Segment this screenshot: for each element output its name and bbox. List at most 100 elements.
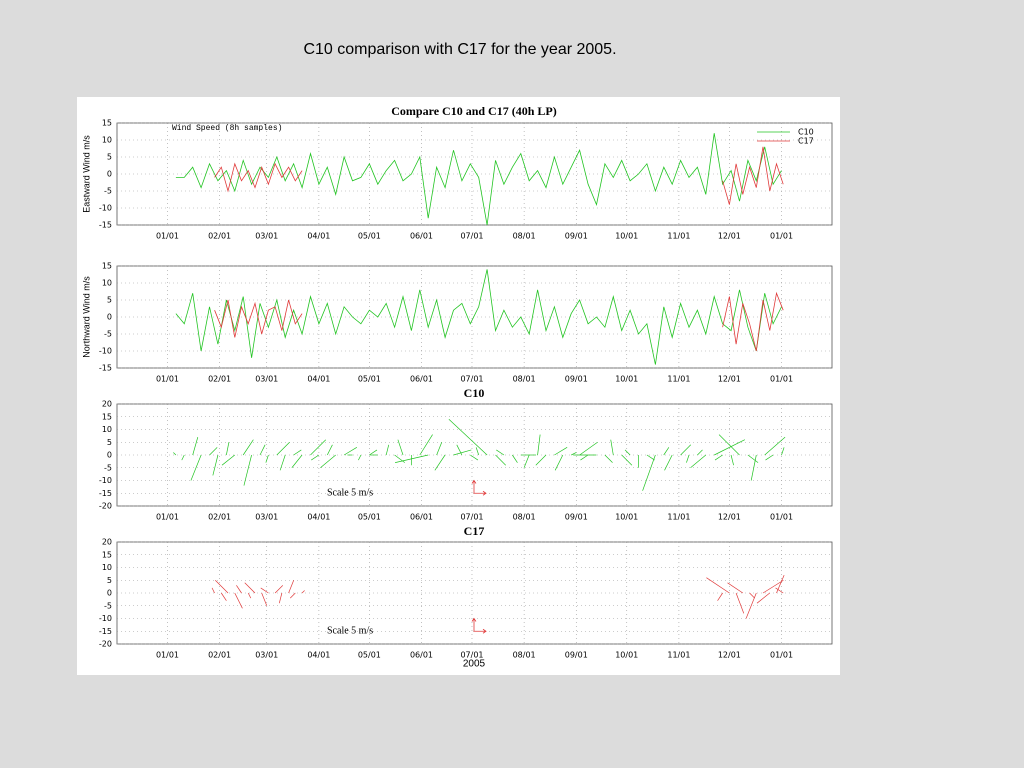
x-tick-label: 05/01 [358, 232, 381, 241]
x-tick-label: 04/01 [307, 651, 330, 660]
wind-stick [717, 592, 723, 601]
wind-stick [714, 454, 723, 461]
x-tick-label: 08/01 [513, 375, 536, 384]
x-tick-label: 07/01 [460, 513, 483, 522]
x-tick-label: 01/01 [770, 651, 793, 660]
x-tick-label: 01/01 [156, 651, 179, 660]
wind-stick [775, 587, 784, 594]
wind-stick [747, 454, 759, 463]
wind-stick [236, 585, 242, 594]
wind-stick [311, 454, 320, 461]
y-tick-label: 10 [102, 425, 112, 434]
y-tick-label: -5 [104, 330, 112, 339]
y-tick-label: 10 [102, 136, 112, 145]
y-tick-label: 0 [107, 451, 112, 460]
wind-stick [288, 580, 295, 594]
x-tick-label: 08/01 [513, 232, 536, 241]
y-tick-label: -15 [99, 627, 112, 636]
x-tick-label: 11/01 [667, 651, 690, 660]
x-tick-label: 03/01 [255, 513, 278, 522]
x-tick-label: 07/01 [460, 375, 483, 384]
x-tick-label: 11/01 [667, 232, 690, 241]
wind-stick [781, 447, 785, 456]
y-tick-label: -15 [99, 489, 112, 498]
wind-stick [554, 454, 564, 471]
x-tick-label: 12/01 [718, 651, 741, 660]
wind-stick [448, 419, 488, 456]
x-tick-label: 06/01 [410, 375, 433, 384]
wind-stick [512, 454, 518, 463]
wind-stick [495, 454, 506, 466]
wind-stick [279, 454, 286, 471]
wind-stick [244, 582, 256, 594]
x-tick-label: 05/01 [358, 513, 381, 522]
wind-stick [621, 454, 633, 466]
wind-stick [310, 439, 327, 456]
wind-stick [475, 447, 480, 456]
data-line [214, 291, 784, 352]
x-tick-label: 10/01 [615, 513, 638, 522]
wind-stick [221, 592, 227, 601]
wind-stick [554, 447, 568, 456]
y-tick-label: -5 [104, 187, 112, 196]
x-tick-label: 01/01 [770, 513, 793, 522]
wind-stick [686, 454, 690, 463]
x-tick-label: 12/01 [718, 513, 741, 522]
x-tick-label: 10/01 [615, 232, 638, 241]
wind-stick [320, 454, 336, 469]
scale-arrow [471, 479, 487, 496]
wind-stick [247, 592, 252, 599]
x-tick-label: 02/01 [208, 232, 231, 241]
wind-stick [470, 454, 479, 461]
wind-stick [259, 444, 266, 456]
wind-stick [234, 592, 243, 609]
wind-stick [385, 444, 390, 456]
x-tick-label: 09/01 [565, 375, 588, 384]
wind-stick [714, 439, 745, 456]
wind-stick [221, 454, 235, 466]
y-tick-label: 20 [102, 538, 112, 547]
wind-stick [434, 454, 446, 471]
x-tick-label: 09/01 [565, 651, 588, 660]
wind-stick [369, 449, 378, 456]
wind-stick [358, 454, 362, 461]
x-tick-label: 12/01 [718, 375, 741, 384]
wind-stick [181, 454, 185, 461]
wind-stick [276, 442, 290, 456]
x-tick-label: 01/01 [156, 232, 179, 241]
wind-stick [749, 592, 755, 599]
x-tick-label: 08/01 [513, 513, 536, 522]
wind-stick [664, 454, 673, 471]
wind-stick [624, 449, 631, 456]
y-tick-label: 0 [107, 170, 112, 179]
wind-stick [571, 452, 577, 456]
y-tick-label: 15 [102, 119, 112, 128]
wind-stick [496, 449, 505, 456]
y-tick-label: 10 [102, 279, 112, 288]
wind-stick [735, 592, 745, 614]
y-tick-label: -20 [99, 640, 112, 649]
wind-stick [212, 454, 219, 476]
scale-label: Scale 5 m/s [327, 626, 373, 637]
x-axis-label: 2005 [463, 659, 486, 670]
wind-stick [762, 579, 784, 594]
annotation: Wind Speed (8h samples) [172, 124, 282, 133]
wind-stick [301, 590, 305, 594]
x-tick-label: 06/01 [410, 232, 433, 241]
x-tick-label: 04/01 [307, 232, 330, 241]
wind-stick [394, 454, 405, 463]
wind-stick [718, 434, 740, 456]
y-tick-label: 5 [107, 576, 112, 585]
x-tick-label: 12/01 [718, 232, 741, 241]
y-tick-label: 15 [102, 412, 112, 421]
figure-background [77, 97, 840, 675]
wind-stick [610, 439, 614, 456]
data-line [175, 133, 782, 226]
wind-stick [604, 454, 613, 463]
wind-stick [580, 454, 589, 461]
wind-stick [397, 439, 404, 456]
wind-stick [523, 454, 530, 468]
y-tick-label: -5 [104, 601, 112, 610]
